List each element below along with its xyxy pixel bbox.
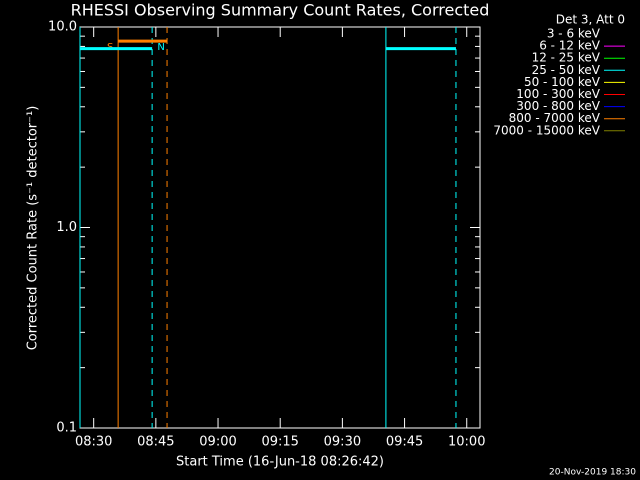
x-tick-label: 08:45 <box>137 435 174 450</box>
legend-label: 100 - 300 keV <box>516 87 600 101</box>
legend-label: 300 - 800 keV <box>516 99 600 113</box>
x-tick-label: 10:00 <box>448 435 485 450</box>
legend-label: 7000 - 15000 keV <box>493 123 600 137</box>
legend-label: 800 - 7000 keV <box>509 111 601 125</box>
x-tick-label: 09:00 <box>199 435 236 450</box>
x-axis-label: Start Time (16-Jun-18 08:26:42) <box>176 455 384 470</box>
x-tick-label: 09:15 <box>261 435 298 450</box>
legend-title: Det 3, Att 0 <box>556 13 625 27</box>
flag-label: N <box>157 42 164 53</box>
plot-frame <box>79 26 481 429</box>
legend-label: 50 - 100 keV <box>524 75 601 89</box>
y-tick-label: 10.0 <box>48 20 77 35</box>
chart-title: RHESSI Observing Summary Count Rates, Co… <box>71 1 490 20</box>
legend-label: 25 - 50 keV <box>532 63 601 77</box>
y-axis-label: Corrected Count Rate (s⁻¹ detector⁻¹) <box>26 106 41 351</box>
legend-label: 3 - 6 keV <box>547 27 601 41</box>
legend-label: 12 - 25 keV <box>532 51 601 65</box>
footer: 20-Nov-2019 18:30 <box>549 468 636 478</box>
x-tick-label: 09:30 <box>324 435 361 450</box>
x-tick-label: 09:45 <box>386 435 423 450</box>
y-tick-label: 1.0 <box>56 220 77 235</box>
legend-label: 6 - 12 keV <box>539 39 601 53</box>
y-tick-label: 0.1 <box>56 421 77 436</box>
x-tick-label: 08:30 <box>75 435 112 450</box>
